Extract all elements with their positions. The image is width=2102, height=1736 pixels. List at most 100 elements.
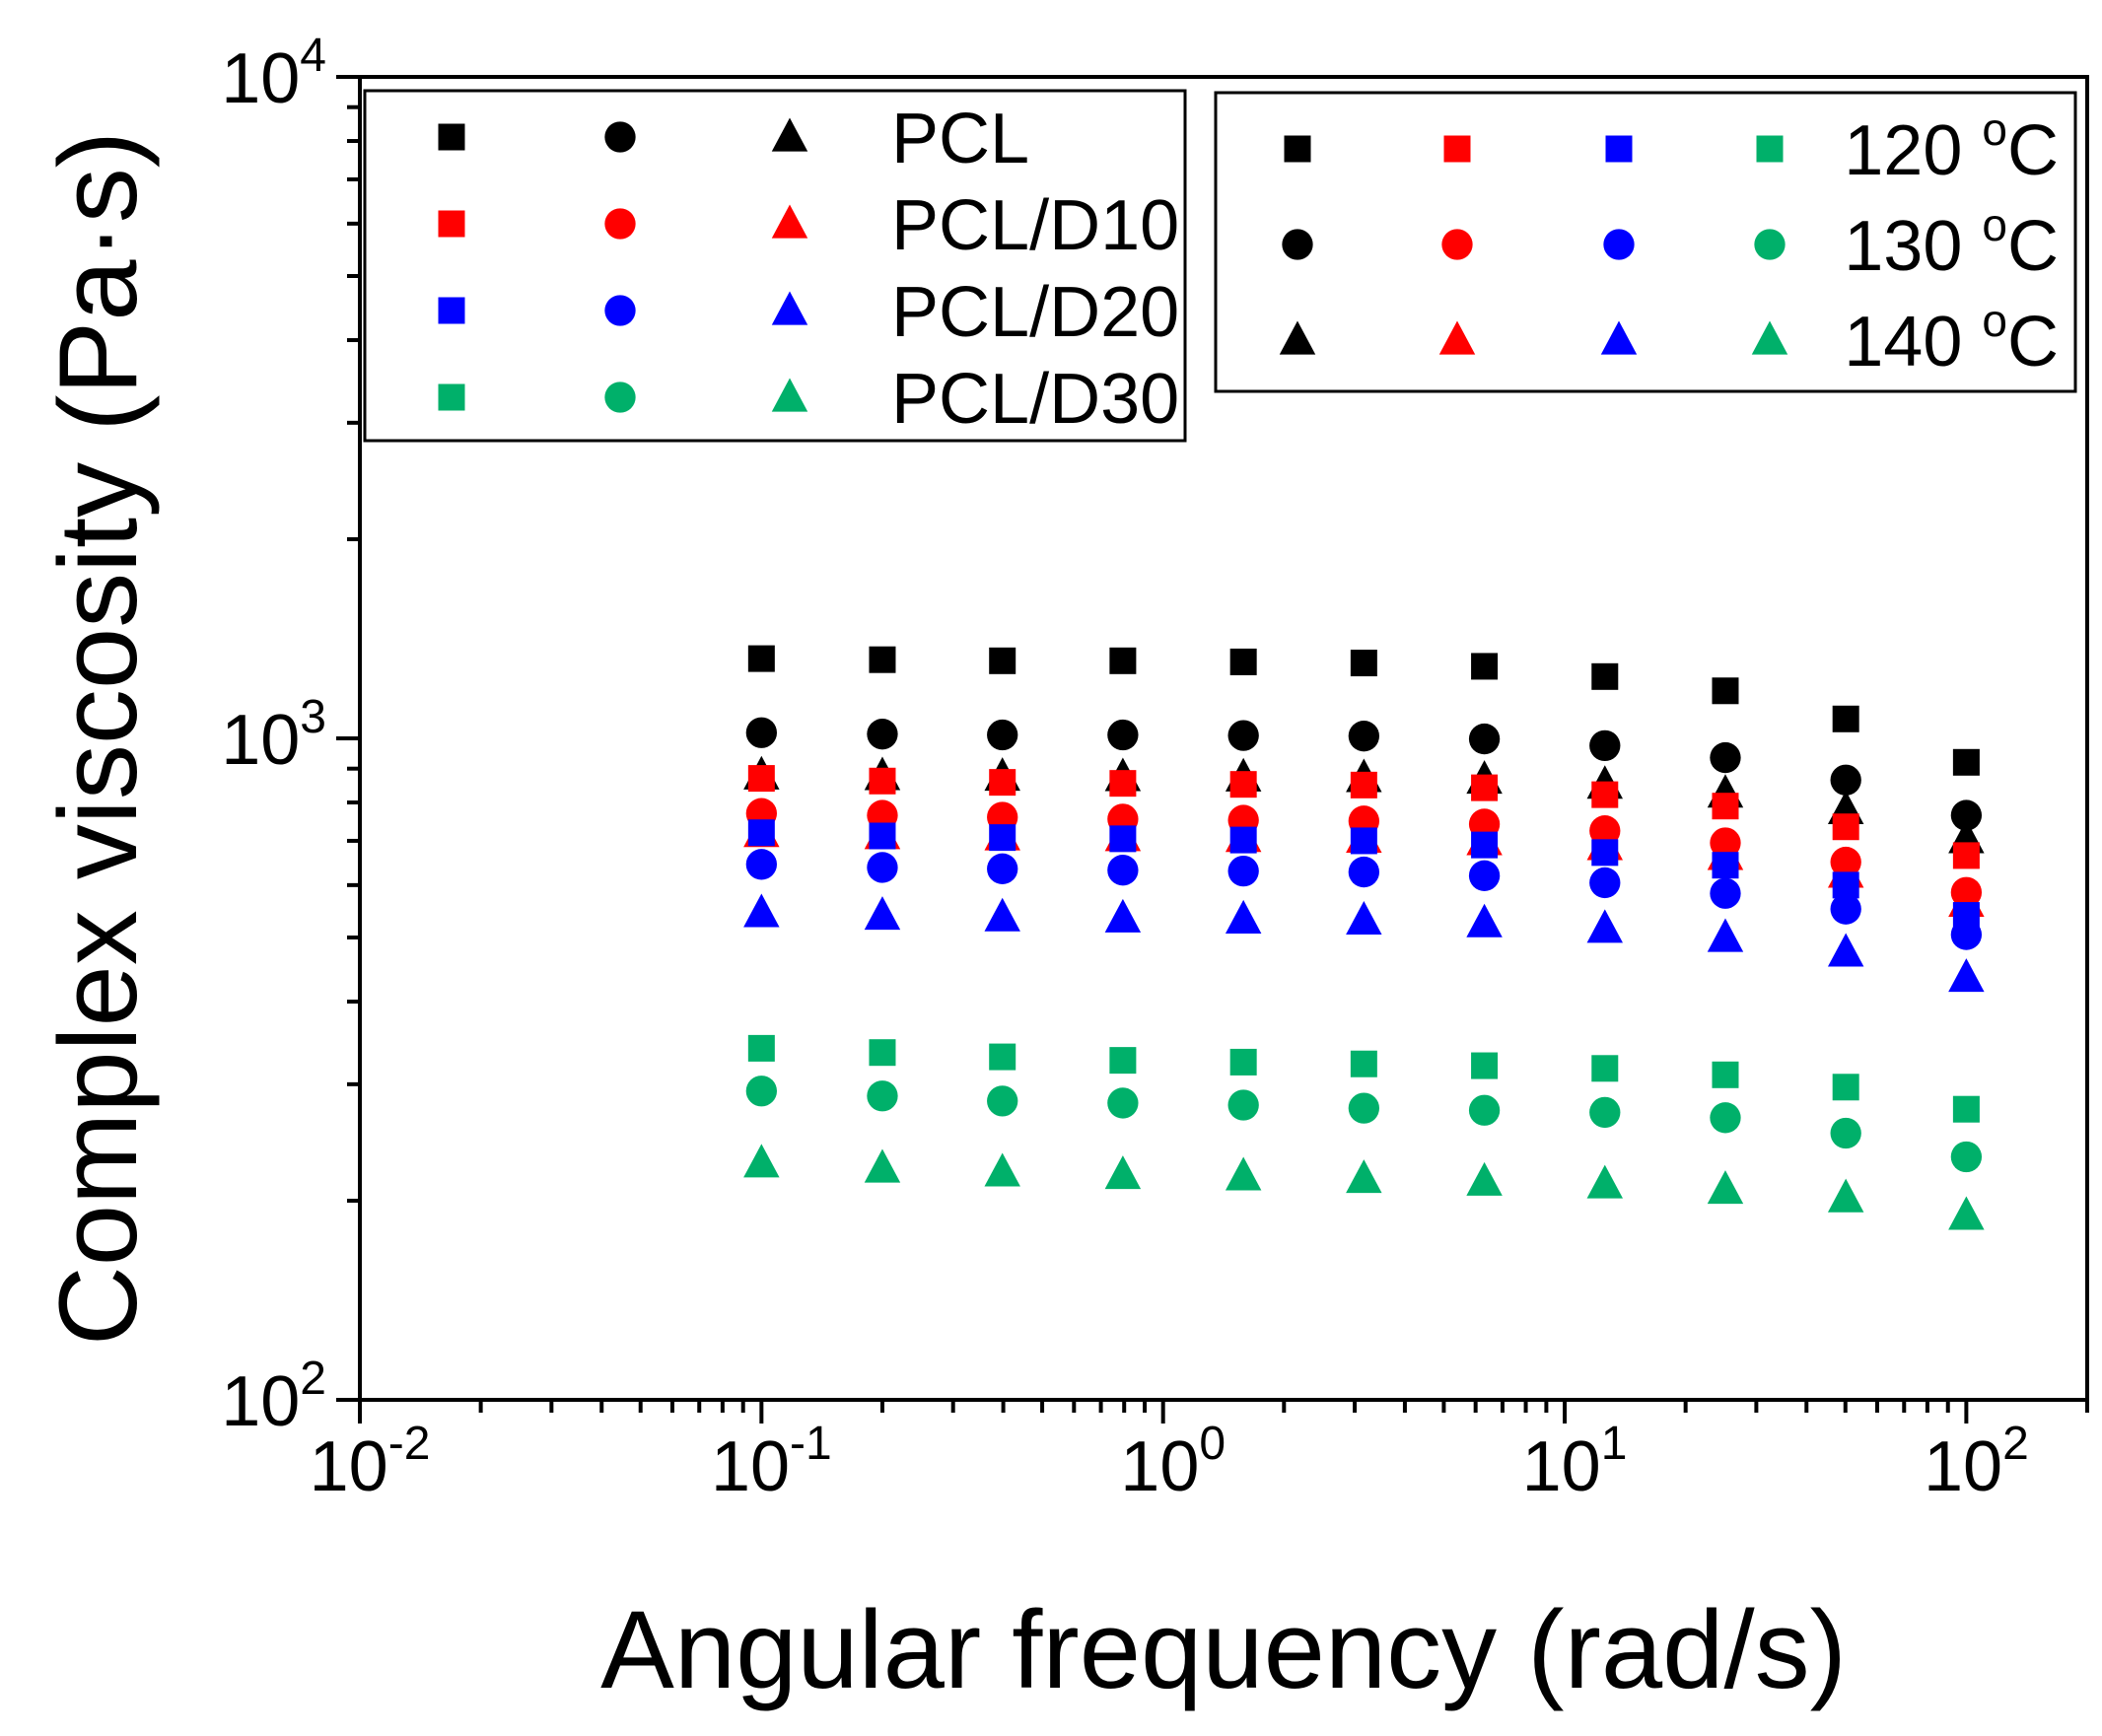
point-pcl-130: [1830, 764, 1861, 796]
point-pcl-d10-120: [1952, 842, 1980, 869]
point-pcl-d30-120: [869, 1039, 896, 1067]
point-pcl-d30-120: [1832, 1074, 1859, 1101]
legend-materials-items: PCL PCL/D10 PCL/D20 PCL/D30: [438, 100, 1179, 439]
legend-label-140c: 140 oC: [1844, 295, 2059, 382]
point-pcl-d20-140: [1707, 918, 1744, 952]
point-pcl-d20-140: [1586, 909, 1624, 943]
legend-label-120c: 120 oC: [1844, 104, 2059, 190]
x-tick-label: 102: [1924, 1418, 2029, 1506]
point-pcl-d30-140: [1707, 1170, 1744, 1205]
legend-marker-pcl-d30-square: [1756, 135, 1784, 163]
point-pcl-130: [1348, 721, 1380, 752]
point-pcl-d30-140: [1948, 1196, 1985, 1230]
legend-marker-pcl-d30-circle: [604, 382, 636, 413]
point-pcl-d20-140: [743, 893, 780, 928]
legend-marker-pcl-d30-triangle: [1751, 320, 1788, 355]
point-pcl-d30-120: [1109, 1047, 1137, 1075]
point-pcl-d30-140: [1225, 1156, 1262, 1191]
point-pcl-d30-140: [1104, 1155, 1142, 1190]
point-pcl-d20-130: [1107, 855, 1139, 886]
point-pcl-d10-120: [747, 765, 775, 793]
point-pcl-d20-120: [1229, 826, 1257, 854]
y-tick-label: 102: [221, 1353, 326, 1441]
legend-label-pcl-d10: PCL/D10: [891, 186, 1179, 265]
point-pcl-d20-140: [1948, 958, 1985, 993]
axis-tick-labels: 10-2 10-1 100 101 102 102 103 104: [221, 30, 2029, 1506]
legend-marker-pcl-d10-triangle: [1438, 320, 1476, 355]
point-pcl-d30-140: [864, 1148, 901, 1183]
point-pcl-d20-140: [1104, 898, 1142, 933]
x-tick-label: 10-1: [711, 1418, 832, 1506]
point-pcl-d30-140: [1346, 1159, 1382, 1194]
point-pcl-d30-140: [1827, 1178, 1864, 1213]
point-pcl-d20-130: [1710, 877, 1741, 909]
point-pcl-d20-130: [1348, 856, 1380, 888]
point-pcl-d10-120: [1229, 771, 1257, 799]
y-tick-label: 103: [221, 691, 326, 780]
point-pcl-130: [987, 719, 1018, 751]
point-pcl-d10-120: [1712, 793, 1739, 820]
point-pcl-130: [1107, 719, 1139, 751]
point-pcl-d30-120: [989, 1043, 1016, 1071]
point-pcl-d20-130: [745, 849, 778, 880]
point-pcl-120: [1109, 647, 1137, 674]
y-axis-label: Complex viscosity (Pa·s): [36, 131, 160, 1346]
point-pcl-120: [1471, 653, 1499, 680]
axis-ticks: [336, 75, 2089, 1424]
x-tick-label: 101: [1522, 1418, 1628, 1506]
point-pcl-d10-120: [1350, 771, 1377, 799]
point-pcl-d20-120: [1350, 827, 1377, 855]
point-pcl-120: [989, 647, 1016, 674]
legend-marker-pcl-d20-triangle: [1600, 320, 1638, 355]
point-pcl-d30-120: [1471, 1052, 1499, 1079]
point-pcl-d30-120: [1952, 1095, 1980, 1123]
data-points: [743, 645, 1985, 1230]
point-pcl-d20-120: [1109, 825, 1137, 853]
legend-marker-pcl-d20-circle: [1603, 229, 1635, 260]
point-pcl-d20-120: [747, 819, 775, 847]
legend-marker-pcl-d10-square: [438, 210, 465, 238]
point-pcl-d30-140: [984, 1152, 1020, 1187]
legend-marker-pcl-d10-triangle: [771, 204, 808, 239]
point-pcl-d10-120: [869, 767, 896, 795]
point-pcl-d30-140: [1586, 1164, 1624, 1199]
legend-marker-pcl-square: [1284, 135, 1311, 163]
point-pcl-d20-130: [867, 852, 898, 883]
point-pcl-d20-140: [1346, 901, 1382, 936]
x-tick-label: 10-2: [310, 1418, 431, 1506]
point-pcl-d20-130: [1830, 893, 1861, 925]
point-pcl-d30-120: [1229, 1048, 1257, 1076]
point-pcl-d20-140: [864, 896, 901, 931]
point-pcl-120: [869, 646, 896, 673]
point-pcl-130: [1227, 720, 1259, 751]
point-pcl-d20-130: [1468, 860, 1501, 891]
point-pcl-d30-120: [1591, 1055, 1619, 1082]
point-pcl-120: [1591, 662, 1619, 690]
legend-marker-pcl-d30-triangle: [771, 378, 808, 412]
point-pcl-d20-130: [1589, 867, 1621, 899]
point-pcl-120: [1952, 748, 1980, 776]
legend-label-pcl-d30: PCL/D30: [891, 360, 1179, 439]
point-pcl-d10-120: [1832, 813, 1859, 841]
legend-temperatures-items: 120 oC 130 oC 140 oC: [1279, 104, 2059, 382]
legend-marker-pcl-d10-circle: [604, 208, 636, 240]
legend-marker-pcl-d30-square: [438, 383, 465, 411]
legend-marker-pcl-circle: [604, 121, 636, 153]
point-pcl-d30-140: [743, 1144, 780, 1178]
legend-marker-pcl-d20-triangle: [771, 291, 808, 325]
point-pcl-d20-140: [984, 897, 1020, 932]
point-pcl-d20-120: [1712, 852, 1739, 879]
point-pcl-d20-130: [987, 853, 1018, 884]
point-pcl-d20-120: [989, 824, 1016, 852]
point-pcl-d30-130: [1710, 1102, 1741, 1134]
point-pcl-130: [867, 719, 898, 750]
point-pcl-130: [1589, 729, 1621, 762]
legend-marker-pcl-d10-square: [1443, 135, 1471, 163]
legend-marker-pcl-triangle: [1279, 320, 1316, 355]
point-pcl-d30-130: [987, 1085, 1018, 1117]
point-pcl-d20-140: [1466, 903, 1503, 937]
point-pcl-d30-130: [1348, 1092, 1380, 1124]
legend-temperatures: [1214, 91, 2077, 393]
point-pcl-d20-140: [1225, 899, 1262, 934]
